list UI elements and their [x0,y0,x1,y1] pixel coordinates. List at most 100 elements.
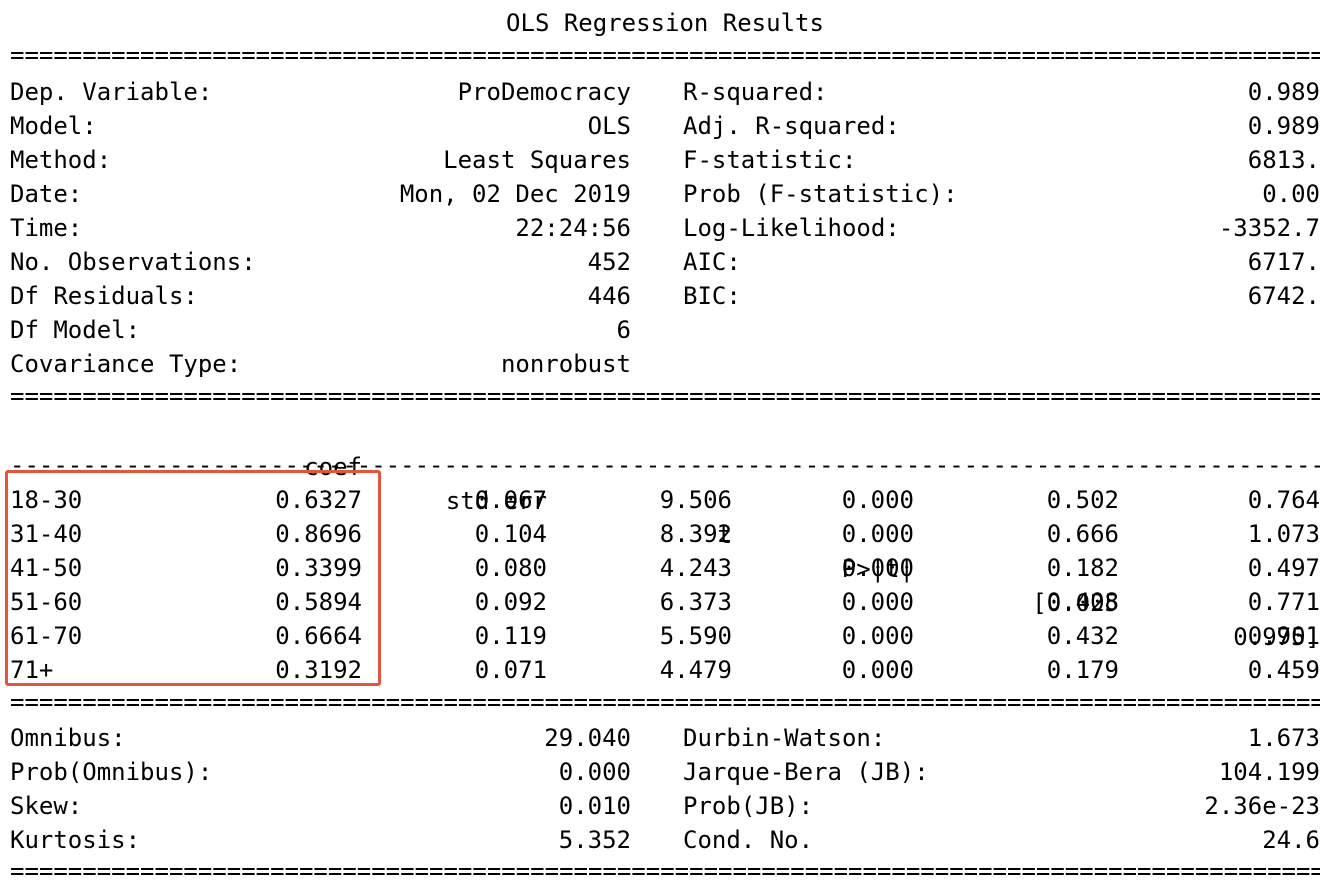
variable-name: 71+ [10,656,54,684]
diagnostic-label: Kurtosis: [10,826,141,854]
diagnostic-stat-label: Durbin-Watson: [683,724,886,752]
ci-lower-value: 0.502 [1046,486,1119,514]
diagnostic-stat-value: 2.36e-23 [1204,792,1320,820]
diagnostic-row: Omnibus: 29.040 Durbin-Watson: 1.673 [0,721,1326,755]
coef-table-row: 41-50 0.3399 0.080 4.243 0.000 0.182 0.497 [0,551,1326,585]
std-err-value: 0.092 [474,588,547,616]
coef-table-row: 51-60 0.5894 0.092 6.373 0.000 0.408 0.771 [0,585,1326,619]
p-value-value: 0.000 [841,486,914,514]
summary-row: Covariance Type: nonrobust [0,347,1326,381]
coef-value: 0.3399 [275,554,362,582]
variable-name: 51-60 [10,588,83,616]
summary-label: Covariance Type: [10,350,242,378]
summary-stat-label: F-statistic: [683,146,857,174]
summary-stat-label: AIC: [683,248,741,276]
t-value: 4.243 [659,554,732,582]
summary-value: nonrobust [500,350,631,378]
summary-label: No. Observations: [10,248,256,276]
summary-row: Method: Least Squares F-statistic: 6813. [0,143,1326,177]
summary-row: Df Model: 6 [0,313,1326,347]
p-value-value: 0.000 [841,554,914,582]
diagnostic-row: Prob(Omnibus): 0.000 Jarque-Bera (JB): 104.… [0,755,1326,789]
diagnostic-value: 5.352 [558,826,631,854]
summary-label: Model: [10,112,97,140]
summary-label: Dep. Variable: [10,78,213,106]
ci-upper-value: 0.497 [1247,554,1320,582]
summary-label: Method: [10,146,112,174]
summary-row: Dep. Variable: ProDemocracy R-squared: 0.98… [0,75,1326,109]
col-header-std-err: std err [445,487,547,515]
diagnostic-stat-value: 1.673 [1247,724,1320,752]
report-title: OLS Regression Results [506,9,824,37]
double-rule-top: ========================================… [10,42,1320,68]
summary-stat-value: 0.00 [1262,180,1320,208]
ci-lower-value: 0.182 [1046,554,1119,582]
col-header-coef: coef [304,453,362,481]
ci-lower-value: 0.666 [1046,520,1119,548]
diagnostic-value: 0.000 [558,758,631,786]
summary-label: Time: [10,214,83,242]
summary-value: 6 [616,316,631,344]
summary-stat-value: 6717. [1247,248,1320,276]
summary-value: Least Squares [443,146,631,174]
ci-lower-value: 0.179 [1046,656,1119,684]
std-err-value: 0.080 [474,554,547,582]
summary-stat-label: Prob (F-statistic): [683,180,958,208]
variable-name: 31-40 [10,520,83,548]
summary-stat-value: 0.989 [1247,78,1320,106]
summary-stat-label: R-squared: [683,78,828,106]
diagnostic-stat-label: Cond. No. [683,826,814,854]
summary-value: 22:24:56 [515,214,631,242]
diagnostic-value: 0.010 [558,792,631,820]
p-value-value: 0.000 [841,588,914,616]
diagnostic-row: Kurtosis: 5.352 Cond. No. 24.6 [0,823,1326,857]
summary-label: Df Residuals: [10,282,198,310]
double-rule-2: ========================================… [10,383,1320,409]
summary-row: Date: Mon, 02 Dec 2019 Prob (F-statistic):… [0,177,1326,211]
p-value-value: 0.000 [841,656,914,684]
summary-stat-value: -3352.7 [1218,214,1320,242]
t-value: 8.392 [659,520,732,548]
single-rule: ----------------------------------------… [10,452,1320,478]
std-err-value: 0.067 [474,486,547,514]
diagnostic-stat-value: 24.6 [1262,826,1320,854]
coef-table-header: coef std err t P>|t| [0.025 0.975] [0,416,1326,651]
variable-name: 18-30 [10,486,83,514]
summary-value: OLS [587,112,631,140]
variable-name: 41-50 [10,554,83,582]
coef-value: 0.3192 [275,656,362,684]
std-err-value: 0.119 [474,622,547,650]
coef-table-row: 71+ 0.3192 0.071 4.479 0.000 0.179 0.459 [0,653,1326,687]
double-rule-bottom: ========================================… [10,858,1320,884]
t-value: 9.506 [659,486,732,514]
coef-value: 0.6327 [275,486,362,514]
diagnostic-stat-label: Prob(JB): [683,792,814,820]
summary-stat-value: 6742. [1247,282,1320,310]
diagnostic-label: Skew: [10,792,83,820]
summary-label: Date: [10,180,83,208]
ci-upper-value: 0.771 [1247,588,1320,616]
summary-row: Df Residuals: 446 BIC: 6742. [0,279,1326,313]
col-header-ci-upper: 0.975] [1233,623,1320,651]
variable-name: 61-70 [10,622,83,650]
std-err-value: 0.071 [474,656,547,684]
col-header-p-value: P>|t| [841,555,914,583]
double-rule-3: ========================================… [10,689,1320,715]
t-value: 5.590 [659,622,732,650]
diagnostic-stat-value: 104.199 [1218,758,1320,786]
diagnostic-stat-label: Jarque-Bera (JB): [683,758,929,786]
coefficient-highlight-box [5,470,381,686]
summary-stat-label: Adj. R-squared: [683,112,900,140]
std-err-value: 0.104 [474,520,547,548]
col-header-ci-lower: [0.025 [1032,589,1119,617]
ci-lower-value: 0.408 [1046,588,1119,616]
summary-label: Df Model: [10,316,141,344]
summary-stat-label: BIC: [683,282,741,310]
summary-stat-label: Log-Likelihood: [683,214,900,242]
diagnostic-label: Omnibus: [10,724,126,752]
ci-lower-value: 0.432 [1046,622,1119,650]
p-value-value: 0.000 [841,622,914,650]
col-header-t: t [717,521,732,549]
ci-upper-value: 0.459 [1247,656,1320,684]
diagnostic-label: Prob(Omnibus): [10,758,213,786]
